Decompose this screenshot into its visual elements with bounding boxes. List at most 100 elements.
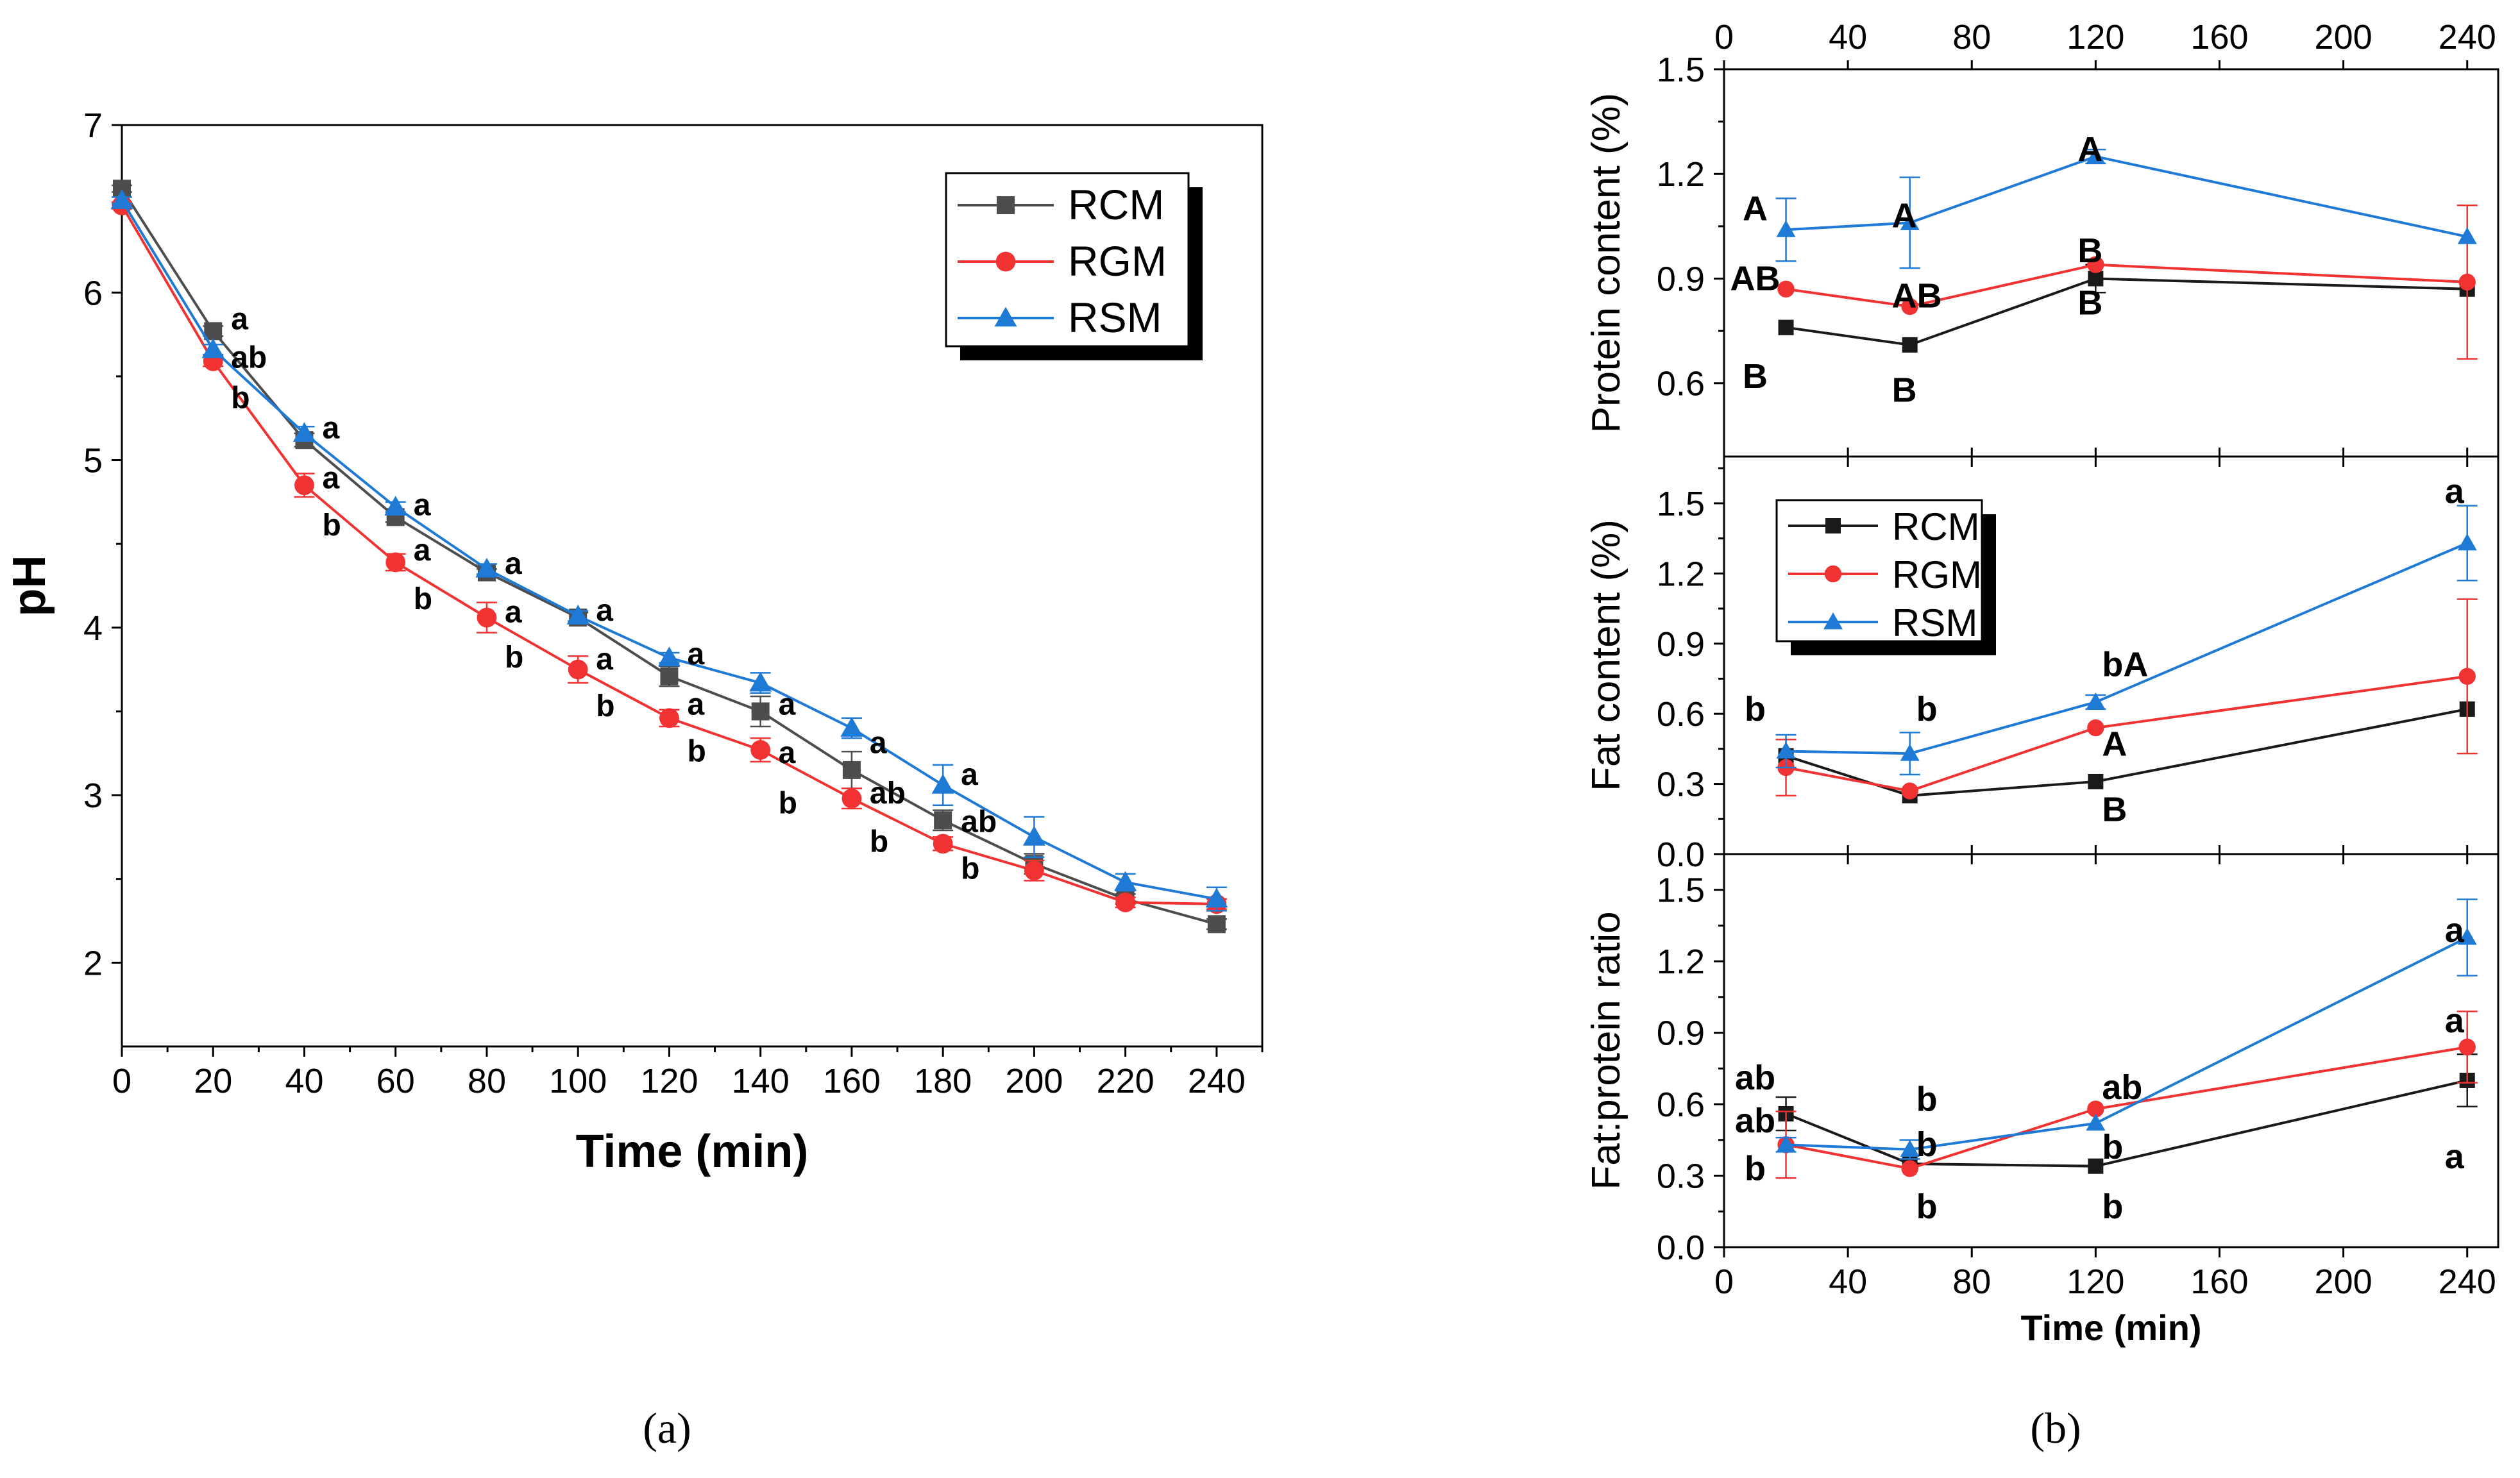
- significance-letter: a: [2445, 473, 2465, 511]
- data-point-rcm: [934, 811, 952, 830]
- y-tick-label: 0.0: [1657, 836, 1705, 874]
- significance-letter: ab: [231, 341, 267, 375]
- significance-letter: A: [2077, 130, 2102, 169]
- significance-letter: a: [505, 596, 522, 630]
- x-top-tick-label: 200: [2315, 18, 2372, 56]
- data-point-rcm: [2088, 271, 2104, 287]
- data-point-rgm: [2458, 273, 2476, 291]
- data-point-rcm: [204, 322, 223, 340]
- data-point-rgm: [2087, 719, 2104, 737]
- y-tick-label: 1.2: [1657, 555, 1705, 593]
- significance-letter: a: [779, 736, 796, 770]
- significance-letter: ab: [1735, 1102, 1775, 1140]
- significance-letter: B: [1743, 357, 1768, 396]
- data-point-rsm: [1900, 744, 1920, 761]
- legend-label-rsm: RSM: [1068, 294, 1162, 341]
- significance-letter: a: [414, 488, 431, 522]
- significance-letter: b: [2102, 1128, 2123, 1166]
- x-tick-label: 240: [2439, 1263, 2496, 1301]
- significance-letter: bA: [2102, 646, 2148, 684]
- significance-letter: AB: [1730, 259, 1780, 298]
- data-point-rcm: [751, 702, 770, 721]
- y-tick-label: 0.9: [1657, 260, 1705, 298]
- caption-b: (b): [2030, 1404, 2081, 1452]
- significance-letter: B: [2102, 791, 2127, 829]
- x-top-tick-label: 0: [1714, 18, 1734, 56]
- panel-b-fat-chart: 0.0 0.3 0.6 0.9 1.2 1.5 Fat content (%) b b bA ABa…: [1584, 448, 2499, 874]
- significance-letter: a: [414, 533, 431, 567]
- y-tick-label: 7: [83, 106, 103, 145]
- x-tick-label: 160: [2190, 1263, 2248, 1301]
- series-line-rgm: [1786, 263, 2467, 308]
- significance-letter: ab: [2102, 1068, 2142, 1107]
- x-tick-label: 240: [1188, 1062, 1246, 1100]
- data-point-rsm: [1022, 825, 1045, 846]
- significance-letter: A: [1743, 190, 1768, 228]
- significance-letter: b: [687, 735, 706, 769]
- significance-letter: b: [1745, 690, 1766, 728]
- data-point-rsm: [2457, 533, 2477, 551]
- legend-label-rcm: RCM: [1068, 181, 1164, 228]
- data-point-rcm: [660, 667, 679, 685]
- significance-letter: a: [596, 594, 613, 628]
- significance-letter: a: [596, 642, 613, 676]
- significance-letter: b: [414, 582, 432, 616]
- significance-letter: B: [2077, 284, 2102, 323]
- x-tick-label: 40: [1829, 1263, 1867, 1301]
- data-point-rsm: [384, 496, 407, 516]
- data-point-rgm: [568, 659, 588, 680]
- data-point-rsm: [566, 605, 589, 625]
- data-point-rgm: [1024, 861, 1044, 881]
- plot-frame: [1723, 68, 2499, 458]
- x-top-tick-label: 160: [2190, 18, 2248, 56]
- x-top-tick-label: 80: [1952, 18, 1991, 56]
- data-point-rgm: [659, 708, 679, 728]
- significance-letter: b: [779, 787, 797, 821]
- data-point-rsm: [1205, 887, 1228, 908]
- y-tick-label: 0.9: [1657, 625, 1705, 664]
- data-point-rsm: [2086, 692, 2106, 710]
- panel-b-protein-chart: 0 40 80 120 160 200 240 0.6 0.9 1.2 1.5 Protein con…: [1584, 18, 2499, 467]
- significance-letter: a: [961, 758, 978, 792]
- significance-letter: b: [2102, 1188, 2123, 1226]
- x-tick-label: 100: [549, 1062, 607, 1100]
- x-tick-label: 0: [112, 1062, 131, 1100]
- data-point-rsm: [1900, 213, 1920, 230]
- x-tick-label: 200: [1005, 1062, 1063, 1100]
- significance-letter: a: [2445, 1138, 2465, 1176]
- significance-letter: a: [322, 411, 339, 445]
- x-tick-label: 40: [285, 1062, 323, 1100]
- x-top-tick-label: 240: [2439, 18, 2496, 56]
- y-tick-label: 1.5: [1657, 871, 1705, 910]
- x-tick-label: 180: [914, 1062, 972, 1100]
- data-point-rsm: [1114, 871, 1137, 891]
- y-axis-title: Fat content (%): [1584, 519, 1628, 791]
- legend-box: [1775, 499, 1983, 642]
- y-tick-label: 1.2: [1657, 943, 1705, 981]
- significance-letter: b: [961, 852, 979, 886]
- data-point-rsm: [931, 773, 954, 794]
- data-point-rsm: [749, 671, 772, 692]
- series-line-rsm: [1786, 542, 2468, 755]
- legend-label-rsm: RSM: [1892, 601, 1977, 644]
- legend-marker-rcm: [1825, 518, 1841, 533]
- legend-label-rgm: RGM: [1068, 237, 1167, 285]
- x-top-tick-label: 40: [1829, 18, 1867, 56]
- y-tick-label: 4: [83, 609, 103, 648]
- plot-frame: [121, 124, 1264, 1048]
- data-point-rsm: [2086, 147, 2106, 164]
- significance-letter: a: [687, 637, 704, 671]
- x-tick-label: 20: [194, 1062, 232, 1100]
- significance-letter: b: [1916, 1125, 1938, 1164]
- x-tick-label: 80: [468, 1062, 506, 1100]
- plot-frame: [1723, 853, 2499, 1248]
- x-axis-title: Time (min): [576, 1126, 809, 1177]
- legend-marker-rsm: [994, 307, 1017, 327]
- significance-letter: B: [2077, 231, 2102, 270]
- data-point-rgm: [841, 788, 862, 809]
- data-point-rsm: [1900, 1139, 1920, 1157]
- significance-letter: b: [596, 689, 614, 723]
- data-point-rsm: [2457, 928, 2477, 945]
- y-tick-label: 0.6: [1657, 1086, 1705, 1124]
- legend-marker-rcm: [997, 196, 1015, 214]
